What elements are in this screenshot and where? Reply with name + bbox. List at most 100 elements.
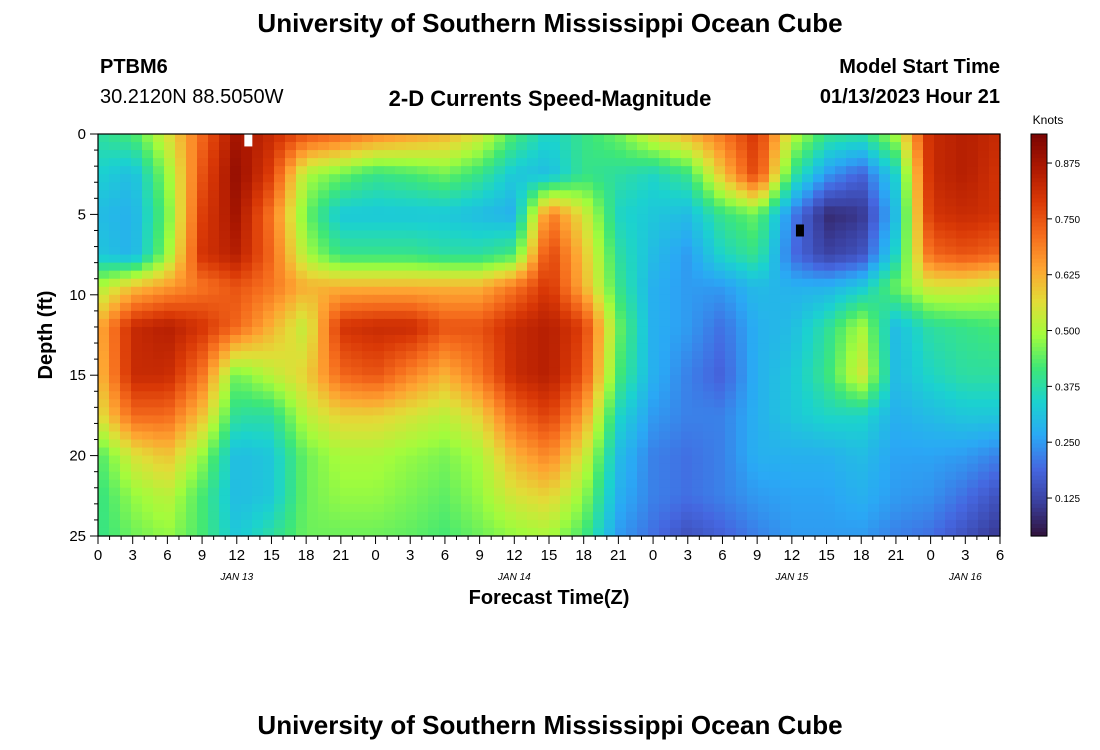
heatmap-cell bbox=[824, 302, 836, 312]
heatmap-cell bbox=[857, 238, 869, 248]
heatmap-cell bbox=[758, 254, 770, 264]
heatmap-cell bbox=[549, 278, 561, 288]
heatmap-cell bbox=[967, 158, 979, 167]
heatmap-cell bbox=[329, 367, 341, 376]
heatmap-cell bbox=[571, 519, 583, 529]
heatmap-cell bbox=[736, 318, 748, 328]
heatmap-cell bbox=[120, 270, 132, 280]
heatmap-cell bbox=[307, 134, 319, 143]
heatmap-cell bbox=[692, 206, 704, 215]
heatmap-cell bbox=[714, 519, 726, 529]
heatmap-cell bbox=[461, 150, 473, 159]
heatmap-cell bbox=[879, 423, 891, 433]
heatmap-cell bbox=[934, 222, 946, 232]
heatmap-cell bbox=[362, 230, 374, 240]
heatmap-cell bbox=[109, 214, 121, 224]
heatmap-cell bbox=[208, 471, 220, 481]
heatmap-cell bbox=[120, 278, 132, 288]
heatmap-cell bbox=[802, 190, 814, 199]
heatmap-cell bbox=[571, 511, 583, 521]
heatmap-cell bbox=[648, 254, 660, 264]
heatmap-cell bbox=[296, 222, 308, 232]
heatmap-cell bbox=[670, 375, 682, 384]
heatmap-cell bbox=[428, 471, 440, 481]
heatmap-cell bbox=[780, 190, 792, 199]
heatmap-cell bbox=[373, 318, 385, 328]
heatmap-cell bbox=[857, 487, 869, 497]
heatmap-cell bbox=[736, 166, 748, 175]
heatmap-cell bbox=[978, 391, 990, 400]
heatmap-cell bbox=[153, 399, 165, 408]
heatmap-cell bbox=[439, 190, 451, 199]
colorbar-segment bbox=[1031, 330, 1047, 336]
heatmap-cell bbox=[956, 134, 968, 143]
heatmap-cell bbox=[142, 230, 154, 240]
heatmap-cell bbox=[483, 391, 495, 400]
heatmap-cell bbox=[901, 527, 913, 537]
heatmap-cell bbox=[164, 351, 176, 360]
heatmap-cell bbox=[120, 286, 132, 296]
heatmap-cell bbox=[868, 375, 880, 384]
heatmap-cell bbox=[307, 246, 319, 256]
heatmap-cell bbox=[263, 527, 275, 537]
heatmap-cell bbox=[450, 375, 462, 384]
heatmap-cell bbox=[890, 423, 902, 433]
heatmap-cell bbox=[615, 503, 627, 513]
heatmap-cell bbox=[351, 439, 363, 449]
heatmap-cell bbox=[538, 423, 550, 433]
heatmap-cell bbox=[978, 270, 990, 280]
heatmap-cell bbox=[219, 214, 231, 224]
heatmap-cell bbox=[186, 351, 198, 360]
heatmap-cell bbox=[98, 318, 110, 328]
heatmap-cell bbox=[351, 278, 363, 288]
heatmap-cell bbox=[340, 142, 352, 151]
heatmap-cell bbox=[868, 174, 880, 183]
heatmap-cell bbox=[285, 310, 297, 320]
heatmap-cell bbox=[373, 158, 385, 167]
heatmap-cell bbox=[98, 487, 110, 497]
heatmap-cell bbox=[714, 174, 726, 183]
heatmap-cell bbox=[747, 335, 759, 344]
heatmap-cell bbox=[934, 318, 946, 328]
heatmap-cell bbox=[879, 471, 891, 481]
heatmap-cell bbox=[362, 511, 374, 521]
heatmap-cell bbox=[109, 270, 121, 280]
heatmap-cell bbox=[791, 471, 803, 481]
heatmap-cell bbox=[417, 431, 429, 441]
heatmap-cell bbox=[714, 527, 726, 537]
heatmap-cell bbox=[483, 294, 495, 304]
heatmap-cell bbox=[780, 158, 792, 167]
heatmap-cell bbox=[681, 367, 693, 376]
heatmap-cell bbox=[868, 206, 880, 215]
heatmap-cell bbox=[329, 166, 341, 175]
heatmap-cell bbox=[978, 351, 990, 360]
heatmap-cell bbox=[395, 351, 407, 360]
heatmap-cell bbox=[373, 439, 385, 449]
heatmap-cell bbox=[901, 238, 913, 248]
heatmap-cell bbox=[472, 254, 484, 264]
heatmap-cell bbox=[989, 214, 1001, 224]
heatmap-cell bbox=[791, 463, 803, 473]
heatmap-cell bbox=[296, 286, 308, 296]
heatmap-cell bbox=[186, 487, 198, 497]
colorbar-segment bbox=[1031, 166, 1047, 171]
heatmap-cell bbox=[560, 134, 572, 143]
heatmap-cell bbox=[945, 431, 957, 441]
heatmap-cell bbox=[461, 343, 473, 352]
heatmap-cell bbox=[901, 343, 913, 352]
heatmap-cell bbox=[351, 262, 363, 272]
heatmap-cell bbox=[131, 527, 143, 537]
heatmap-cell bbox=[593, 278, 605, 288]
heatmap-cell bbox=[670, 166, 682, 175]
heatmap-cell bbox=[472, 511, 484, 521]
heatmap-cell bbox=[901, 439, 913, 449]
heatmap-cell bbox=[329, 495, 341, 505]
heatmap-cell bbox=[659, 174, 671, 183]
heatmap-cell bbox=[813, 519, 825, 529]
heatmap-cell bbox=[901, 270, 913, 280]
heatmap-cell bbox=[417, 527, 429, 537]
heatmap-cell bbox=[241, 343, 253, 352]
heatmap-cell bbox=[142, 471, 154, 481]
heatmap-cell bbox=[835, 447, 847, 457]
heatmap-cell bbox=[868, 447, 880, 457]
